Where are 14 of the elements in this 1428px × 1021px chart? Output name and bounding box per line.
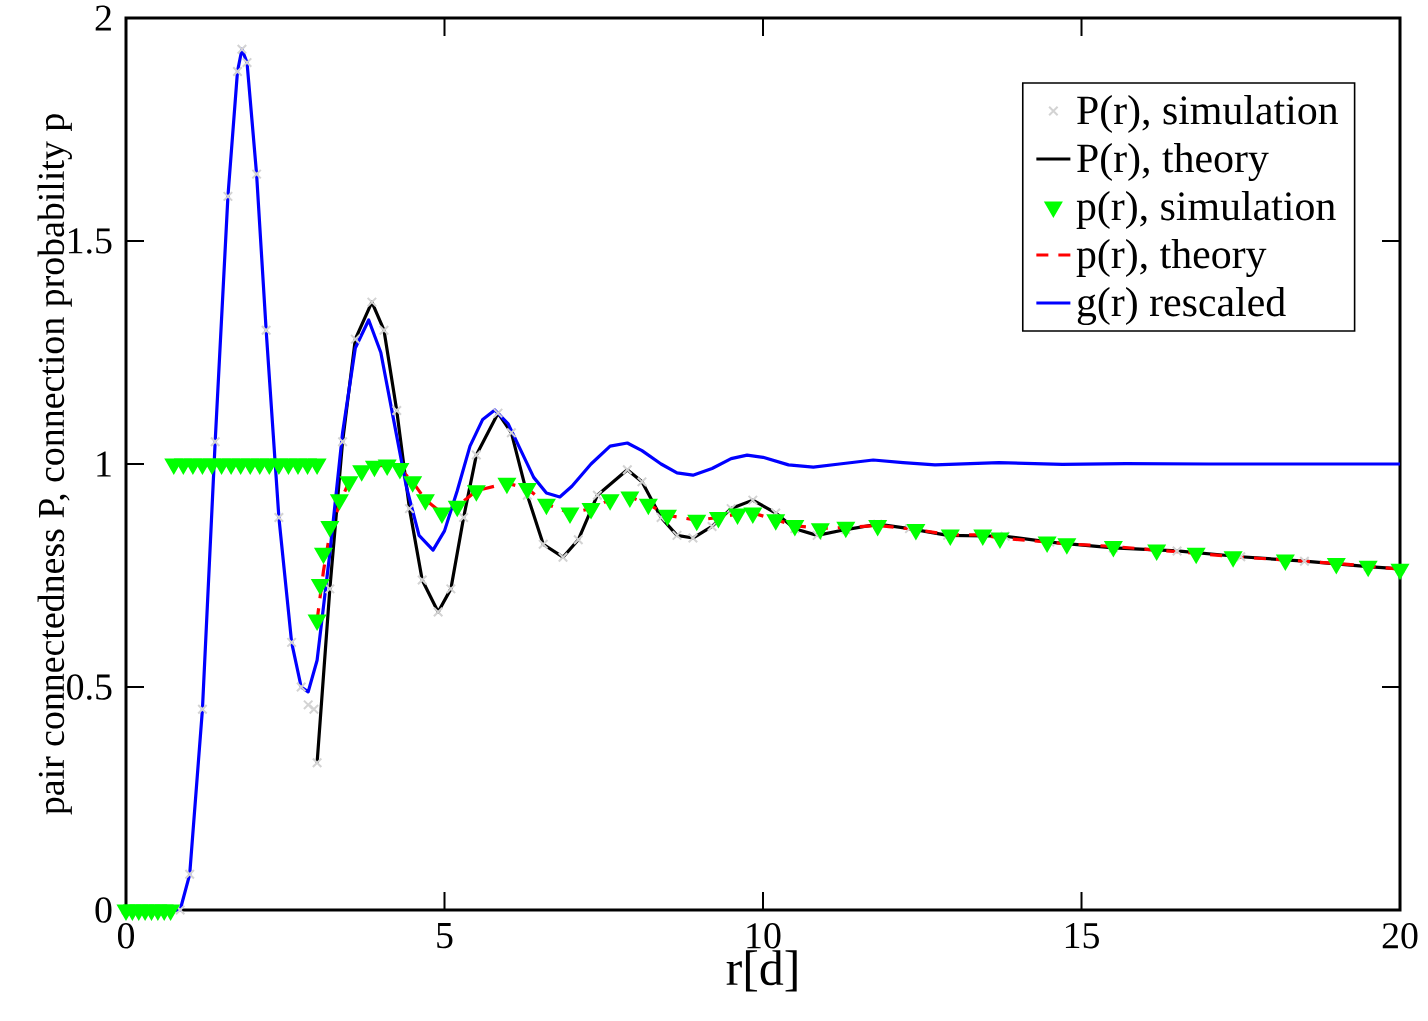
legend-label: g(r) rescaled	[1077, 286, 1286, 326]
x-tick-label: 10	[747, 923, 781, 949]
legend-label: P(r), simulation	[1077, 95, 1339, 133]
x-tick-label: 0	[117, 923, 134, 949]
x-tick-label: 15	[1065, 923, 1099, 949]
x-axis-title: r[d]	[726, 950, 797, 992]
y-tick-label: 2	[95, 5, 111, 31]
y-tick-label: 0	[95, 897, 112, 923]
x-tick-label: 5	[437, 923, 453, 949]
legend-label: p(r), simulation	[1076, 190, 1336, 229]
legend-label: P(r), theory	[1077, 143, 1269, 182]
legend-label: p(r), theory	[1076, 238, 1267, 278]
x-tick-label: 20	[1382, 923, 1418, 949]
y-tick-label: 1	[97, 451, 111, 477]
